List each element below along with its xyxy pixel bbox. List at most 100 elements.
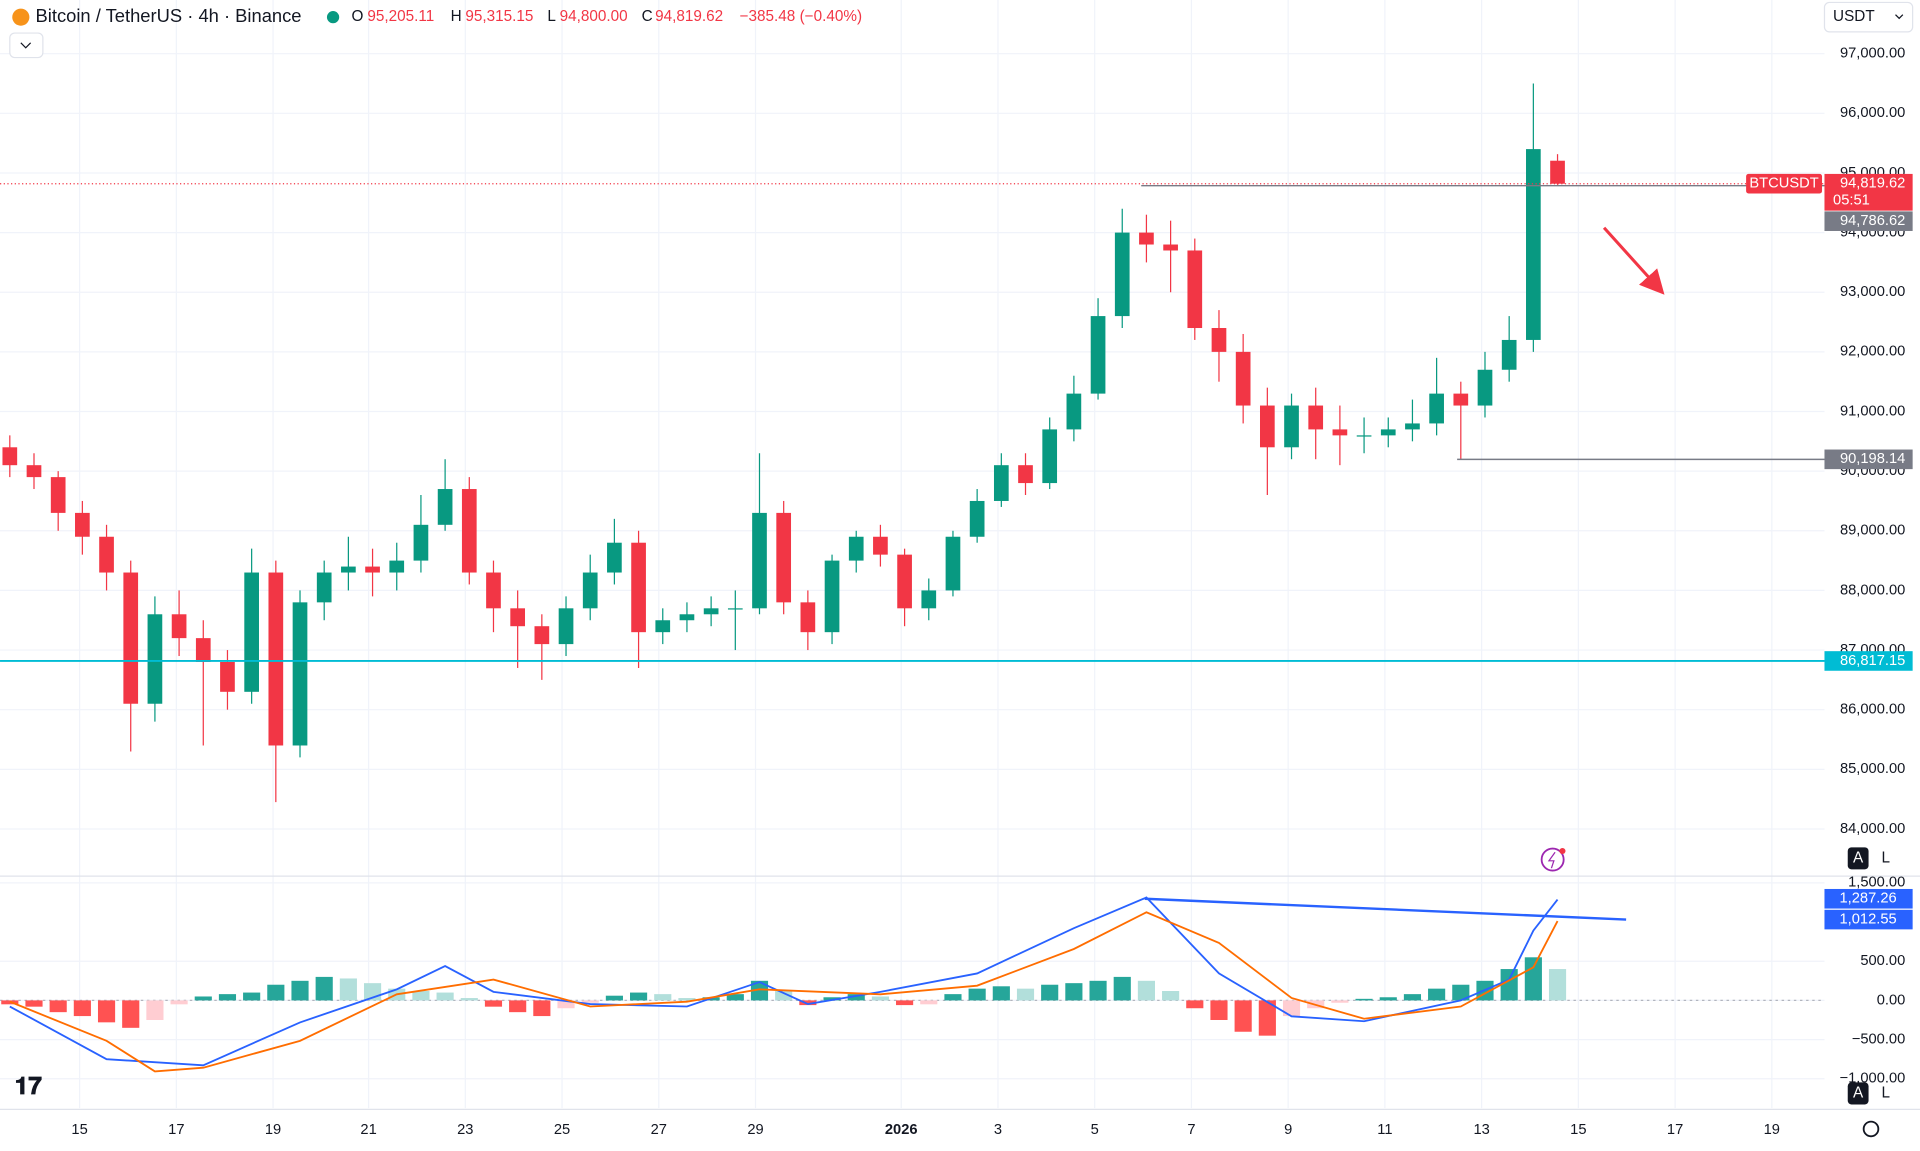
histogram-bar <box>1403 994 1422 1001</box>
candle-body <box>1526 149 1541 340</box>
histogram-bar <box>557 1000 575 1009</box>
macd-tick-label: −1,000.00 <box>1840 1071 1906 1087</box>
candle-body <box>945 536 961 591</box>
histogram-bar <box>823 997 841 1001</box>
histogram-bar <box>315 976 333 1001</box>
histogram-bar <box>1282 1000 1301 1017</box>
histogram-bar <box>509 1000 527 1013</box>
histogram-bar <box>992 986 1010 1001</box>
histogram-bar <box>1452 984 1470 1001</box>
histogram-bar <box>1524 957 1542 1001</box>
x-tick-label: 15 <box>71 1122 87 1138</box>
histogram-bar <box>1500 969 1518 1001</box>
macd-tag <box>1824 888 1913 909</box>
candle-body <box>1042 429 1058 484</box>
x-tick-label: 11 <box>1377 1122 1392 1138</box>
histogram-bar <box>1379 997 1397 1001</box>
candle-body <box>171 614 187 639</box>
candle-body <box>752 512 767 609</box>
candle-body <box>341 566 356 573</box>
macd-tick-label: 1,500.00 <box>1848 875 1905 891</box>
level-tag <box>1824 211 1913 231</box>
currency-select[interactable] <box>1823 1 1914 33</box>
lightning-icon[interactable] <box>1540 847 1565 872</box>
histogram-bar <box>291 980 309 1001</box>
auto-scale-button[interactable] <box>1847 847 1869 870</box>
candle-body <box>776 512 792 603</box>
histogram-bar <box>49 1000 67 1013</box>
change: −385.48 (−0.40%) <box>740 8 862 25</box>
candle-body <box>461 489 477 573</box>
histogram-bar <box>97 1000 116 1023</box>
candle-body <box>123 572 139 704</box>
candle-body <box>510 608 526 627</box>
histogram-bar <box>218 994 237 1001</box>
candle-body <box>1114 232 1130 317</box>
candle-body <box>1284 405 1299 448</box>
x-tick-label: 29 <box>747 1122 763 1138</box>
countdown: 05:51 <box>1833 193 1870 209</box>
log-scale[interactable]: L <box>1881 1084 1890 1101</box>
x-tick-label: 17 <box>168 1122 184 1138</box>
level-tag-text: 86,817.15 <box>1840 653 1905 669</box>
candle-body <box>921 590 937 609</box>
y-tick-label: 93,000.00 <box>1840 284 1905 300</box>
level-tag <box>1824 651 1913 671</box>
l-key: L <box>547 8 556 25</box>
candle-body <box>1356 435 1372 437</box>
histogram-bar <box>920 1000 938 1005</box>
symbol[interactable]: Bitcoin / TetherUS · 4h · Binance <box>36 5 302 26</box>
y-tick-label: 96,000.00 <box>1840 105 1905 121</box>
status-dot <box>326 11 340 24</box>
histogram-bar <box>1016 988 1035 1001</box>
x-tick-label: 9 <box>1284 1122 1292 1138</box>
level-tag <box>1824 449 1913 470</box>
y-tick-label: 86,000.00 <box>1840 702 1905 718</box>
candle-body <box>2 447 18 466</box>
candle-body <box>582 572 598 609</box>
histogram-bar <box>1113 976 1131 1001</box>
histogram-bar <box>146 1000 164 1020</box>
candle-body <box>1066 393 1082 430</box>
logo[interactable]: 𝟏𝟕 <box>15 1073 43 1100</box>
candle-body <box>389 560 405 573</box>
candle-body <box>50 477 66 513</box>
candle-body <box>969 500 985 537</box>
price-tag <box>1824 173 1913 211</box>
collapse-button[interactable] <box>9 32 44 59</box>
histogram-bar <box>194 996 212 1001</box>
c-key: C <box>642 8 653 25</box>
candle-body <box>993 465 1009 501</box>
histogram-bar <box>581 1000 599 1003</box>
histogram-bar <box>750 980 769 1001</box>
candle-body <box>75 512 90 537</box>
x-tick-label: 19 <box>265 1122 281 1138</box>
symbol-icon <box>12 8 30 26</box>
histogram-bar <box>1234 1000 1252 1032</box>
candle-body <box>99 536 114 573</box>
histogram-bar <box>799 1000 817 1006</box>
macd-tick-label: −500.00 <box>1852 1031 1906 1047</box>
histogram-bar <box>170 1000 188 1005</box>
chevron <box>1895 14 1904 20</box>
auto-scale-button[interactable] <box>1847 1082 1869 1105</box>
candle-body <box>147 614 163 704</box>
candle-body <box>413 524 429 561</box>
settings-icon[interactable] <box>1862 1120 1880 1138</box>
histogram-bar <box>1355 998 1373 1001</box>
y-tick-label: 85,000.00 <box>1840 761 1905 777</box>
y-tick-label: 84,000.00 <box>1840 821 1905 837</box>
candle-body <box>1139 232 1154 245</box>
histogram-bar <box>896 1000 914 1006</box>
histogram-bar <box>460 998 478 1001</box>
candle-body <box>316 572 332 603</box>
candle-body <box>534 626 550 645</box>
chevron <box>20 42 32 49</box>
candle-body <box>244 572 259 692</box>
histogram-bar <box>726 994 744 1001</box>
log-scale[interactable]: L <box>1881 849 1890 866</box>
histogram-bar <box>605 995 623 1001</box>
currency: USDT <box>1833 8 1875 25</box>
candle-body <box>607 542 622 573</box>
